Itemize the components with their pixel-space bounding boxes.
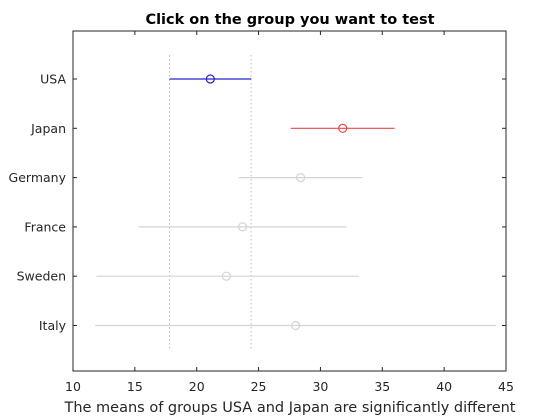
x-tick-label-40: 40 [436,379,452,394]
mean-marker-japan[interactable] [338,123,348,133]
y-axis-ticks: USA Japan Germany France Sweden Italy [9,72,506,333]
group-usa[interactable] [169,74,252,84]
mean-marker-sweden[interactable] [221,271,232,281]
x-tick-label-30: 30 [312,379,328,394]
group-france[interactable] [138,222,347,232]
x-tick-label-45: 45 [498,379,514,394]
group-japan[interactable] [290,123,395,133]
mean-marker-germany[interactable] [296,173,306,183]
x-axis-label: The means of groups USA and Japan are si… [63,400,515,416]
y-tick-label-germany[interactable]: Germany [9,170,67,185]
x-tick-label-20: 20 [189,379,205,394]
y-tick-label-japan[interactable]: Japan [30,121,66,136]
y-tick-label-usa[interactable]: USA [40,72,66,87]
y-tick-label-italy[interactable]: Italy [39,318,67,333]
group-intervals[interactable] [95,74,497,331]
axes-box [72,30,507,372]
y-tick-label-sweden[interactable]: Sweden [17,269,66,284]
group-sweden[interactable] [96,271,359,281]
plot-area[interactable]: 10 15 20 25 30 35 40 45 USA Japan Germany France Sw… [9,30,514,394]
mean-marker-usa[interactable] [205,74,215,84]
mean-marker-italy[interactable] [291,320,301,331]
mean-marker-france[interactable] [237,222,248,232]
group-germany[interactable] [238,173,363,183]
group-italy[interactable] [95,320,497,331]
chart-title: Click on the group you want to test [145,12,434,28]
x-tick-label-15: 15 [127,379,143,394]
x-tick-label-25: 25 [251,379,267,394]
x-axis-ticks: 10 15 20 25 30 35 40 45 [65,31,514,394]
x-tick-label-35: 35 [374,379,390,394]
reference-lines [168,55,252,350]
x-tick-label-10: 10 [65,379,81,394]
y-tick-label-france[interactable]: France [24,219,66,234]
